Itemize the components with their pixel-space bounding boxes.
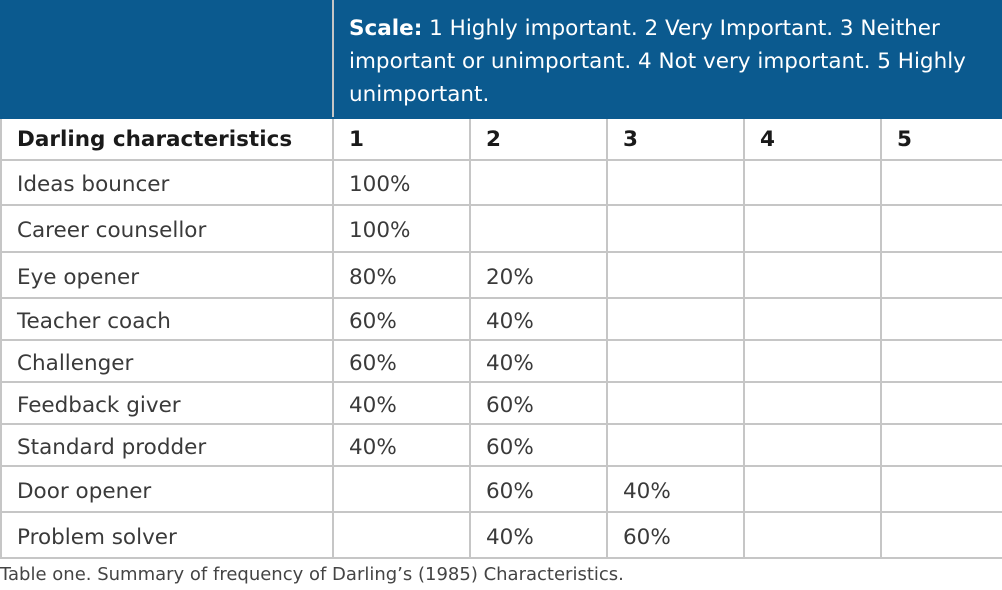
darling-characteristics-table: Scale: 1 Highly important. 2 Very Import… [0, 0, 1002, 559]
characteristic-name: Eye opener [0, 251, 334, 299]
characteristic-name: Challenger [0, 339, 334, 383]
scale-row: Scale: 1 Highly important. 2 Very Import… [0, 0, 1002, 119]
table-cell: 60% [332, 297, 471, 341]
characteristic-name: Ideas bouncer [0, 159, 334, 206]
table-cell [879, 251, 1002, 299]
table-cell [879, 381, 1002, 425]
table-row: Problem solver 40% 60% [0, 511, 1002, 559]
table-cell: 100% [332, 159, 471, 206]
table-cell: 80% [332, 251, 471, 299]
table-cell: 60% [332, 339, 471, 383]
table-cell [743, 339, 882, 383]
table-cell [879, 204, 1002, 253]
table-cell: 40% [469, 339, 608, 383]
table-row: Feedback giver 40% 60% [0, 381, 1002, 425]
table-cell [606, 204, 745, 253]
header-scale-4: 4 [743, 117, 882, 161]
characteristic-name: Feedback giver [0, 381, 334, 425]
table-cell [879, 423, 1002, 467]
scale-row-blank-cell [0, 0, 334, 119]
table-row: Eye opener 80% 20% [0, 251, 1002, 299]
table-cell [879, 339, 1002, 383]
table-cell [469, 204, 608, 253]
table-cell [879, 297, 1002, 341]
header-scale-3: 3 [606, 117, 745, 161]
table-cell: 40% [606, 465, 745, 513]
table-cell: 40% [332, 381, 471, 425]
table-cell [332, 465, 471, 513]
table-cell [743, 159, 882, 206]
characteristic-name: Career counsellor [0, 204, 334, 253]
table-row: Career counsellor 100% [0, 204, 1002, 253]
column-header-row: Darling characteristics 1 2 3 4 5 [0, 117, 1002, 161]
table-cell: 60% [469, 381, 608, 425]
table-cell [606, 297, 745, 341]
table-cell [606, 381, 745, 425]
characteristic-name: Standard prodder [0, 423, 334, 467]
header-scale-2: 2 [469, 117, 608, 161]
table-cell [879, 511, 1002, 559]
table-cell [606, 423, 745, 467]
characteristic-name: Door opener [0, 465, 334, 513]
table-cell [332, 511, 471, 559]
header-scale-1: 1 [332, 117, 471, 161]
table-cell [469, 159, 608, 206]
table-cell: 20% [469, 251, 608, 299]
table-cell [606, 339, 745, 383]
table-cell: 100% [332, 204, 471, 253]
characteristics-table-wrapper: Scale: 1 Highly important. 2 Very Import… [0, 0, 1002, 559]
table-row: Challenger 60% 40% [0, 339, 1002, 383]
table-cell: 40% [469, 511, 608, 559]
table-cell: 40% [332, 423, 471, 467]
table-caption: Table one. Summary of frequency of Darli… [0, 564, 624, 585]
table-cell [743, 204, 882, 253]
table-cell [743, 465, 882, 513]
table-cell: 60% [469, 423, 608, 467]
table-row: Door opener 60% 40% [0, 465, 1002, 513]
header-scale-5: 5 [879, 117, 1002, 161]
table-cell [743, 381, 882, 425]
table-cell [606, 159, 745, 206]
characteristic-name: Problem solver [0, 511, 334, 559]
table-cell [606, 251, 745, 299]
table-cell [743, 511, 882, 559]
table-row: Teacher coach 60% 40% [0, 297, 1002, 341]
table-cell: 60% [469, 465, 608, 513]
table-cell [743, 423, 882, 467]
table-cell: 40% [469, 297, 608, 341]
scale-text: 1 Highly important. 2 Very Important. 3 … [349, 16, 966, 107]
table-cell: 60% [606, 511, 745, 559]
header-characteristics: Darling characteristics [0, 117, 334, 161]
table-row: Ideas bouncer 100% [0, 159, 1002, 206]
scale-label: Scale: [349, 16, 423, 41]
scale-description: Scale: 1 Highly important. 2 Very Import… [331, 0, 1002, 119]
table-row: Standard prodder 40% 60% [0, 423, 1002, 467]
table-cell [743, 297, 882, 341]
table-cell [879, 159, 1002, 206]
table-cell [743, 251, 882, 299]
characteristic-name: Teacher coach [0, 297, 334, 341]
table-cell [879, 465, 1002, 513]
